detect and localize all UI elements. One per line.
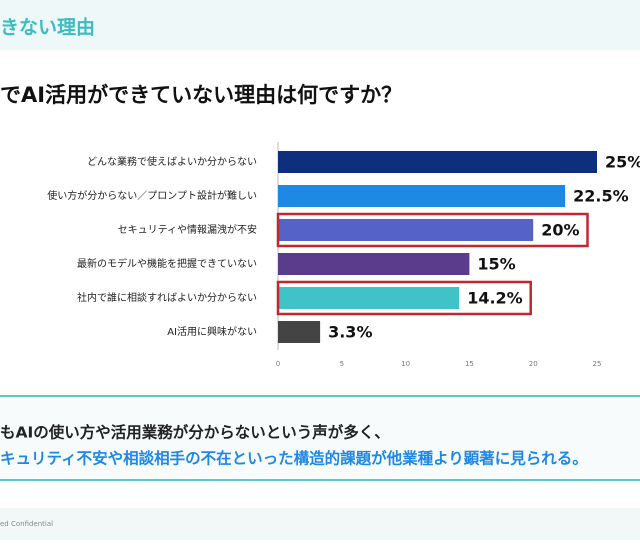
- value-label: 15%: [477, 255, 515, 274]
- value-label: 14.2%: [467, 289, 523, 308]
- x-tick-label: 20: [529, 360, 538, 368]
- y-tick-label: どんな業務で使えばよいか分からない: [87, 155, 257, 168]
- y-tick-label: セキュリティや情報漏洩が不安: [118, 223, 257, 236]
- x-tick-label: 25: [593, 360, 602, 368]
- bar: [278, 287, 460, 309]
- x-tick-label: 5: [340, 360, 344, 368]
- x-tick-label: 15: [465, 360, 474, 368]
- highlight-box: [276, 212, 589, 248]
- footer-text: ed Confidential: [0, 520, 53, 528]
- value-label: 25%: [605, 153, 640, 172]
- summary-line: もAIの使い方や活用業務が分からないという声が多く、: [0, 423, 390, 442]
- footer-band: [0, 508, 640, 540]
- summary-line: キュリティ不安や相談相手の不在といった構造的課題が他業種より顕著に見られる。: [0, 449, 588, 468]
- y-tick-label: AI活用に興味がない: [167, 325, 257, 338]
- bar: [278, 185, 566, 207]
- summary-panel: [0, 396, 640, 480]
- bar: [278, 321, 321, 343]
- x-tick-label: 10: [401, 360, 410, 368]
- highlight-box: [276, 280, 532, 316]
- y-tick-label: 使い方が分からない／プロンプト設計が難しい: [47, 189, 257, 202]
- value-label: 3.3%: [328, 323, 372, 342]
- bar: [278, 219, 534, 241]
- y-tick-label: 社内で誰に相談すればよいか分からない: [77, 291, 257, 304]
- header-title: きない理由: [0, 16, 95, 39]
- value-label: 20%: [541, 221, 579, 240]
- bar: [278, 253, 470, 275]
- x-tick-label: 0: [276, 360, 280, 368]
- header-band: [0, 0, 640, 50]
- value-label: 22.5%: [573, 187, 629, 206]
- y-tick-label: 最新のモデルや機能を把握できていない: [77, 257, 257, 270]
- chart-title: でAI活用ができていない理由は何ですか？: [0, 83, 402, 107]
- bar: [278, 151, 597, 173]
